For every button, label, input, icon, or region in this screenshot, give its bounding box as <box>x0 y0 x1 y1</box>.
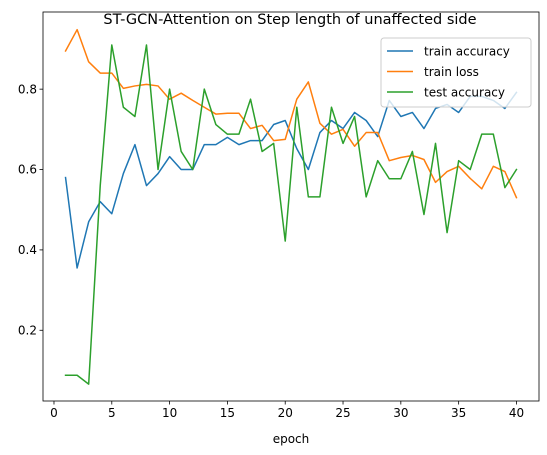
x-axis: 0 5 10 15 20 25 30 35 40 <box>50 401 524 420</box>
y-tick-label: 0.8 <box>18 82 37 96</box>
x-tick-label: 20 <box>278 406 293 420</box>
legend-box <box>380 37 532 108</box>
x-tick-label: 15 <box>220 406 235 420</box>
chart-title: ST-GCN-Attention on Step length of unaff… <box>103 12 476 28</box>
y-axis: 0.2 0.4 0.6 0.8 <box>18 82 43 337</box>
x-tick-label: 5 <box>108 406 116 420</box>
legend-label: train accuracy <box>424 45 510 59</box>
y-tick-label: 0.6 <box>18 163 37 177</box>
y-tick-label: 0.4 <box>18 243 37 257</box>
legend-items: train accuracy train loss test accuracy <box>387 45 510 100</box>
x-tick-label: 0 <box>50 406 58 420</box>
x-tick-label: 40 <box>509 406 524 420</box>
legend: train accuracy train loss test accuracy <box>380 37 532 108</box>
legend-label: test accuracy <box>424 86 505 100</box>
x-tick-label: 25 <box>335 406 350 420</box>
x-tick-label: 10 <box>162 406 177 420</box>
legend-label: train loss <box>424 65 479 79</box>
plot-frame <box>42 11 540 402</box>
series-line-test-accuracy <box>64 44 518 385</box>
x-axis-label: epoch <box>273 432 310 446</box>
x-tick-label: 35 <box>451 406 466 420</box>
y-tick-label: 0.2 <box>18 323 37 337</box>
x-tick-label: 30 <box>393 406 408 420</box>
